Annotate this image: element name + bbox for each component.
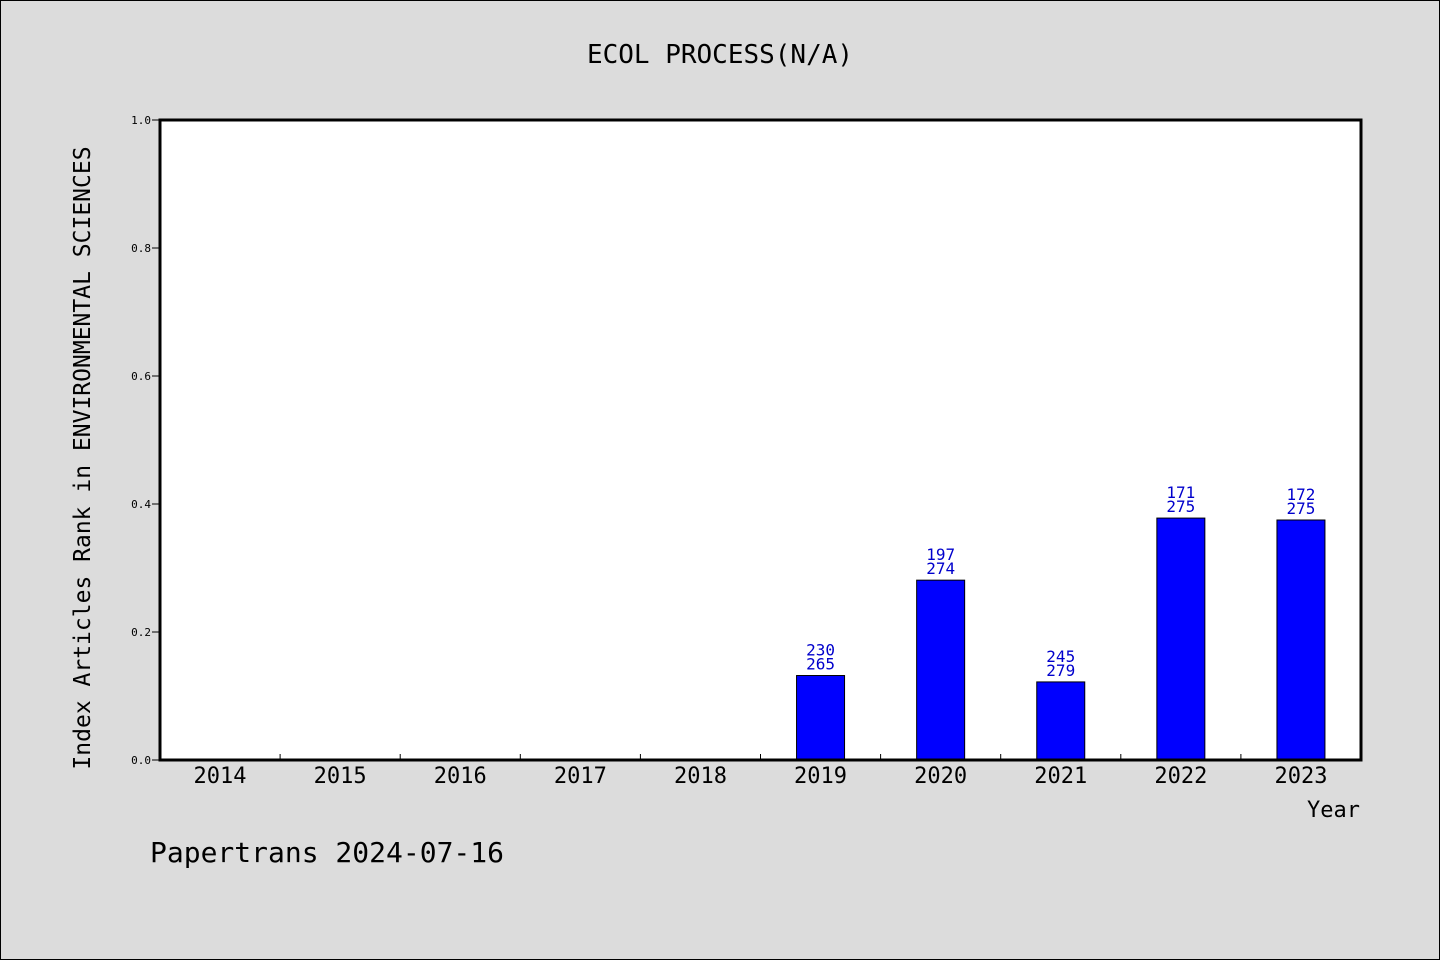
x-axis-ticks: 2014 2015 2016 2017 2018 2019 2020 2021 2022 2023: [194, 754, 1327, 789]
data-label-total: 275: [1286, 499, 1315, 518]
y-tick-label: 0.0: [131, 754, 151, 767]
bar: [1156, 517, 1206, 761]
data-label-rank: 197: [926, 545, 955, 564]
bar: [916, 579, 966, 761]
bar: [1036, 681, 1086, 761]
data-label-total: 274: [926, 559, 955, 578]
bar: [1276, 519, 1326, 761]
data-label-total: 279: [1046, 661, 1075, 680]
bar: [796, 675, 846, 761]
y-tick-label: 0.6: [131, 370, 151, 383]
y-tick-label: 0.4: [131, 498, 151, 511]
data-label-rank: 171: [1166, 483, 1195, 502]
bars: [796, 517, 1326, 761]
x-tick-label: 2014: [194, 764, 247, 789]
x-tick-label: 2020: [914, 764, 967, 789]
y-tick-label: 0.8: [131, 242, 151, 255]
y-tick-label: 1.0: [131, 114, 151, 127]
data-label-rank: 172: [1286, 485, 1315, 504]
x-tick-label: 2019: [794, 764, 847, 789]
x-axis-label: Year: [1307, 798, 1360, 823]
data-label-total: 265: [806, 655, 835, 674]
data-label-rank: 245: [1046, 647, 1075, 666]
x-tick-label: 2016: [434, 764, 487, 789]
data-label-total: 275: [1166, 497, 1195, 516]
chart-title: ECOL PROCESS(N/A): [587, 40, 853, 70]
x-tick-label: 2022: [1154, 764, 1207, 789]
x-tick-label: 2023: [1274, 764, 1327, 789]
data-label-rank: 230: [806, 641, 835, 660]
y-axis-label: Index Articles Rank in ENVIRONMENTAL SCI…: [70, 146, 96, 769]
x-tick-label: 2015: [314, 764, 367, 789]
x-tick-label: 2021: [1034, 764, 1087, 789]
x-tick-label: 2017: [554, 764, 607, 789]
footer-text: Papertrans 2024-07-16: [150, 836, 504, 869]
x-tick-label: 2018: [674, 764, 727, 789]
plot-frame: [158, 118, 1363, 762]
y-tick-label: 0.2: [131, 626, 151, 639]
y-axis-ticks: 0.0 0.2 0.4 0.6 0.8 1.0: [131, 114, 160, 767]
